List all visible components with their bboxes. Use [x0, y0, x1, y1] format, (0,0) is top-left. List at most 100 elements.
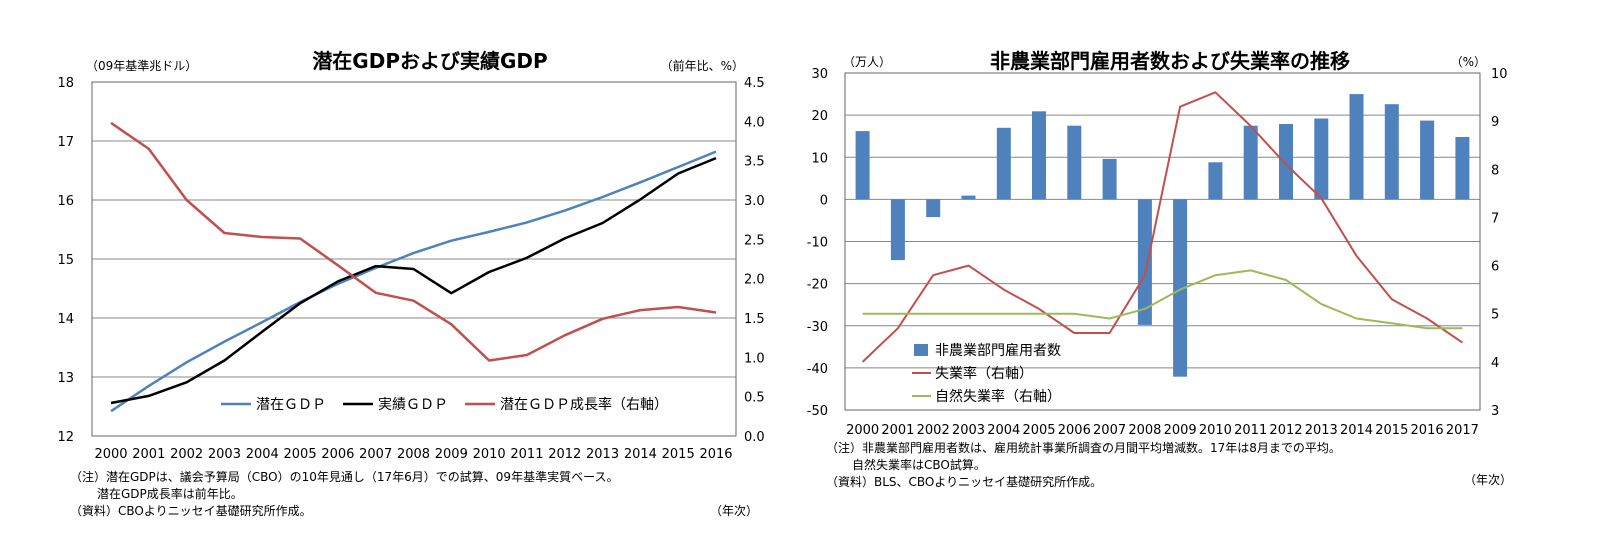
- chart2-left-ticks: -50 -40 -30 -20 -10 0 10 20 30: [807, 67, 828, 419]
- chart2-x-tick-label: 2001: [881, 423, 914, 438]
- chart1-left-tick-label: 18: [57, 76, 74, 91]
- chart2-bar: [1384, 104, 1399, 200]
- chart1-right-ticks: 0.0 0.5 1.0 1.5 2.0 2.5 3.0 3.5 4.0 4.5: [744, 76, 765, 445]
- legend-label-potential-growth: 潜在ＧＤＰ成長率（右軸）: [500, 396, 668, 413]
- chart1-x-ticks: 2000 2001 2002 2003 2004 2005 2006 2007 2008 2009…: [94, 447, 732, 462]
- chart1-right-tick-label: 1.0: [744, 351, 765, 366]
- chart2-bars: [855, 94, 1470, 377]
- chart1-plot-frame: [91, 81, 737, 437]
- chart2-left-tick-label: -30: [807, 320, 828, 335]
- chart2-right-tick-label: 8: [1491, 163, 1499, 178]
- chart2-right-tick-label: 7: [1491, 211, 1499, 226]
- chart2-bar: [961, 195, 976, 200]
- chart2-series-line-2: [862, 269, 1463, 330]
- chart1-x-tick-label: 2007: [359, 447, 392, 462]
- legend-label-payrolls: 非農業部門雇用者数: [935, 342, 1061, 359]
- chart2-x-tick-label: 2003: [952, 423, 985, 438]
- chart1-title: 潜在GDPおよび実績GDP: [312, 49, 547, 73]
- chart2-x-tick-label: 2000: [846, 423, 879, 438]
- chart2-x-tick-label: 2013: [1305, 423, 1338, 438]
- chart2-bar: [1420, 120, 1435, 200]
- legend-swatch-payrolls: [914, 344, 928, 356]
- chart2-x-tick-label: 2010: [1199, 423, 1232, 438]
- chart2-left-tick-label: -10: [807, 236, 828, 251]
- chart2-bar: [855, 131, 870, 200]
- chart2-bar: [1102, 158, 1117, 200]
- chart1-x-tick-label: 2011: [510, 447, 543, 462]
- chart2-left-tick-label: 20: [811, 109, 828, 124]
- legend-label-potential-gdp: 潜在ＧＤＰ: [256, 397, 326, 413]
- chart1-right-tick-label: 4.0: [744, 115, 765, 130]
- chart1-x-unit: （年次）: [710, 504, 758, 518]
- chart2-right-unit: （%）: [1451, 55, 1486, 69]
- chart2-x-ticks: 2000 2001 2002 2003 2004 2005 2006 2007 2008 2009…: [846, 423, 1479, 438]
- chart2-left-unit: （万人）: [843, 55, 891, 69]
- chart2-bar: [1349, 94, 1364, 200]
- chart2-right-tick-label: 5: [1491, 308, 1499, 323]
- chart1-series-line-2: [110, 121, 717, 362]
- chart1-x-tick-label: 2012: [548, 447, 581, 462]
- chart2-left-tick-label: 0: [820, 193, 828, 208]
- chart2-left-tick-label: 30: [811, 67, 828, 82]
- chart2-lines: [861, 91, 1463, 363]
- chart1-right-tick-label: 2.5: [744, 233, 765, 248]
- chart1-x-tick-label: 2003: [208, 447, 241, 462]
- chart1-x-tick-label: 2013: [586, 447, 619, 462]
- chart1-x-tick-label: 2005: [284, 447, 317, 462]
- chart1-left-ticks: 12 13 14 15 16 17 18: [57, 76, 74, 445]
- chart2-left-tick-label: 10: [811, 151, 828, 166]
- chart2-bar: [926, 199, 941, 218]
- chart1-right-unit: （前年比、%）: [661, 58, 744, 73]
- chart2-x-unit: （年次）: [1464, 473, 1512, 487]
- legend-label-natural-rate: 自然失業率（右軸）: [935, 388, 1061, 405]
- chart2-title: 非農業部門雇用者数および失業率の推移: [990, 49, 1350, 73]
- chart2-gridlines: [845, 72, 1480, 411]
- chart2-left-tick-label: -50: [807, 404, 828, 419]
- chart2-plot-frame: [844, 72, 1481, 411]
- chart1-series-line-1: [110, 156, 717, 405]
- chart2-bar: [1279, 124, 1293, 200]
- chart2-bar: [890, 199, 905, 261]
- chart2-x-tick-label: 2017: [1446, 423, 1479, 438]
- chart2-series-line-1: [861, 91, 1463, 363]
- chart1-left-tick-label: 17: [57, 135, 74, 150]
- chart2-note-2: 自然失業率はCBO試算。: [852, 457, 986, 472]
- chart2-x-tick-label: 2012: [1269, 423, 1302, 438]
- chart2-x-tick-label: 2002: [917, 423, 950, 438]
- chart2-left-tick-label: -20: [807, 278, 828, 293]
- chart1-right-tick-label: 2.0: [744, 273, 765, 288]
- chart2-bar: [1455, 137, 1470, 200]
- chart2-bar: [1173, 199, 1188, 377]
- chart2-bar: [1067, 125, 1082, 200]
- payroll-unemployment-chart: 非農業部門雇用者数および失業率の推移 （万人） （%） -50 -40 -30 -20…: [807, 49, 1512, 489]
- legend-label-unemployment: 失業率（右軸）: [935, 365, 1033, 382]
- chart1-right-tick-label: 0.5: [744, 391, 765, 406]
- chart2-right-ticks: 3 4 5 6 7 8 9 10: [1491, 67, 1508, 419]
- chart2-x-tick-label: 2011: [1234, 423, 1267, 438]
- chart1-legend: 潜在ＧＤＰ 実績ＧＤＰ 潜在ＧＤＰ成長率（右軸）: [221, 396, 668, 413]
- chart1-left-tick-label: 16: [57, 194, 74, 209]
- chart1-x-tick-label: 2016: [699, 447, 732, 462]
- chart2-source: （資料）BLS、CBOよりニッセイ基礎研究所作成。: [826, 474, 1102, 489]
- chart1-x-tick-label: 2002: [170, 447, 203, 462]
- chart2-x-tick-label: 2007: [1093, 423, 1126, 438]
- chart1-left-tick-label: 15: [57, 253, 74, 268]
- chart1-series: [110, 121, 717, 413]
- chart1-x-tick-label: 2010: [473, 447, 506, 462]
- chart1-source: （資料）CBOよりニッセイ基礎研究所作成。: [70, 503, 312, 518]
- chart1-right-tick-label: 1.5: [744, 312, 765, 327]
- chart2-note-1: （注）非農業部門雇用者数は、雇用統計事業所調査の月間平均増減数。17年は8月まで…: [826, 440, 1341, 455]
- chart1-right-tick-label: 3.5: [744, 155, 765, 170]
- chart2-bar: [1243, 125, 1258, 200]
- chart1-x-tick-label: 2001: [132, 447, 165, 462]
- chart2-right-tick-label: 3: [1491, 404, 1499, 419]
- chart1-left-tick-label: 12: [57, 430, 74, 445]
- chart1-note-2: 潜在GDP成長率は前年比。: [97, 486, 243, 501]
- chart1-left-tick-label: 13: [57, 371, 74, 386]
- chart2-right-tick-label: 9: [1491, 115, 1499, 130]
- chart2-x-tick-label: 2015: [1375, 423, 1408, 438]
- chart2-bar: [1137, 199, 1152, 325]
- chart2-right-tick-label: 10: [1491, 67, 1508, 82]
- chart2-bar: [1208, 162, 1223, 200]
